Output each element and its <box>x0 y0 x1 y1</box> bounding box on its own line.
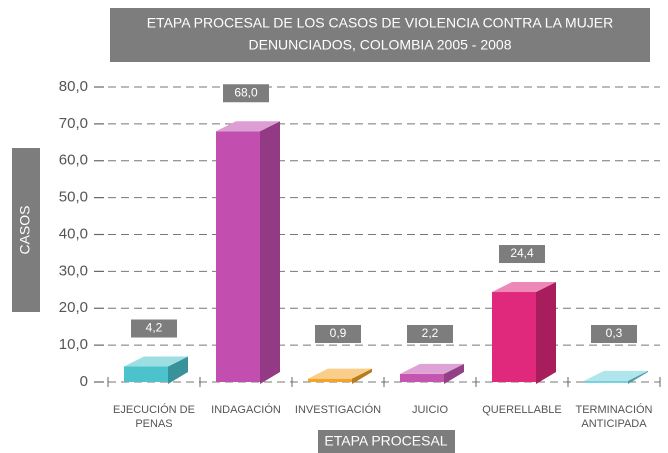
chart-title: DENUNCIADOS, COLOMBIA 2005 - 2008 <box>249 37 512 53</box>
y-tick-label: 20,0 <box>59 299 88 316</box>
bar-front <box>308 378 352 382</box>
y-tick-label: 10,0 <box>59 336 88 353</box>
bar-front <box>216 131 260 382</box>
x-tick-label: JUICIO <box>411 404 449 416</box>
bar-top <box>584 370 648 381</box>
y-tick-label: 0 <box>80 373 88 390</box>
bar <box>216 121 280 384</box>
value-label: 68,0 <box>234 85 258 99</box>
bar <box>124 356 188 384</box>
title-box <box>110 8 650 62</box>
value-label: 0,3 <box>606 326 623 340</box>
bar-side <box>260 121 280 384</box>
x-tick-label: EJECUCIÓN DE PENAS <box>113 404 195 430</box>
bar-top <box>124 356 188 367</box>
value-label: 2,2 <box>422 326 439 340</box>
y-tick-label: 80,0 <box>59 78 88 95</box>
y-tick-label: 70,0 <box>59 115 88 132</box>
bar <box>584 370 648 384</box>
x-label-box <box>318 430 455 453</box>
y-axis-label: CASOS <box>17 205 33 254</box>
bar-top <box>400 363 464 374</box>
bar-front <box>124 366 168 382</box>
bar-side <box>352 368 372 384</box>
bar-top <box>308 368 372 379</box>
y-tick-label: 30,0 <box>59 262 88 279</box>
x-tick-label: TERMINACIÓN ANTICIPADA <box>575 404 653 430</box>
bar-side <box>628 370 648 384</box>
x-tick-label: QUERELLABLE <box>482 404 562 416</box>
value-label-box <box>223 84 269 103</box>
x-tick-label: INDAGACIÓN <box>211 404 281 416</box>
bar-top <box>492 282 556 293</box>
value-label: 24,4 <box>510 246 534 260</box>
y-tick-label: 60,0 <box>59 152 88 169</box>
y-tick-label: 40,0 <box>59 225 88 242</box>
value-label-box <box>499 245 545 264</box>
value-label-box <box>315 325 361 343</box>
bar-side <box>444 363 464 384</box>
chart-title: ETAPA PROCESAL DE LOS CASOS DE VIOLENCIA… <box>147 15 614 31</box>
y-label-box <box>12 148 40 312</box>
bar <box>492 282 556 384</box>
value-label: 4,2 <box>146 321 163 335</box>
value-label: 0,9 <box>330 326 347 340</box>
bar-front <box>584 380 628 383</box>
bar-front <box>400 373 444 382</box>
value-label-box <box>591 325 637 343</box>
bar <box>308 368 372 384</box>
bar <box>400 363 464 384</box>
value-label-box <box>407 325 453 343</box>
bar-side <box>536 282 556 384</box>
x-axis-label: ETAPA PROCESAL <box>324 433 447 449</box>
bar-side <box>168 356 188 384</box>
bar-top <box>216 121 280 132</box>
bar-front <box>492 292 536 382</box>
x-tick-label: INVESTIGACIÓN <box>294 404 382 416</box>
y-tick-label: 50,0 <box>59 189 88 206</box>
value-label-box <box>131 319 177 338</box>
